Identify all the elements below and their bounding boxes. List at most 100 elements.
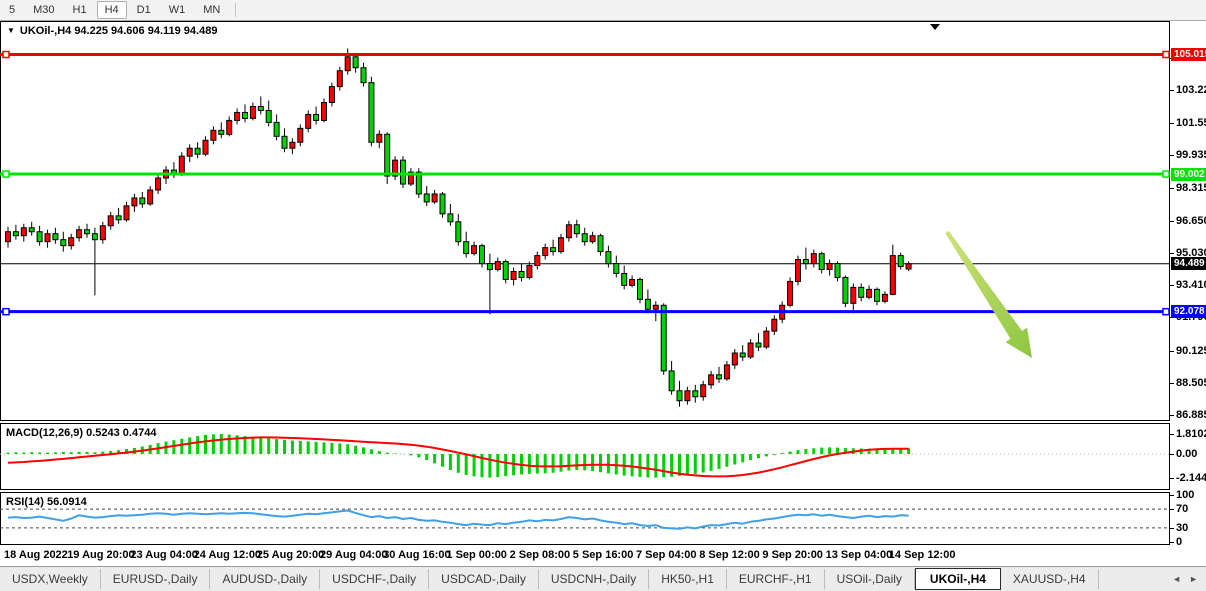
- candle-body: [178, 155, 185, 175]
- time-axis-label: 7 Sep 04:00: [636, 549, 697, 561]
- chart-menu-icon[interactable]: ▼: [7, 26, 15, 35]
- line-handle[interactable]: [1162, 307, 1170, 316]
- line-handle[interactable]: [2, 170, 10, 178]
- price-tick-mark: [1170, 382, 1174, 384]
- symbol-tab-usdxweekly[interactable]: USDX,Weekly: [0, 569, 101, 589]
- candle-body: [558, 237, 564, 253]
- macd-signal-line: [7, 436, 909, 478]
- candle-body: [368, 82, 375, 143]
- timeframe-button-d1[interactable]: D1: [136, 4, 151, 16]
- timeframe-button-mn[interactable]: MN: [203, 4, 221, 16]
- candle-body: [581, 233, 588, 243]
- price-tick-label: 101.555: [1176, 117, 1206, 130]
- line-handle[interactable]: [2, 50, 10, 59]
- candle-body: [771, 318, 778, 332]
- candle-body: [802, 259, 809, 265]
- symbol-tab-usoildaily[interactable]: USOil-,Daily: [825, 569, 915, 589]
- candle-body: [510, 270, 517, 280]
- timeframe-button-m30[interactable]: M30: [33, 4, 55, 16]
- candle-body: [502, 261, 509, 280]
- chart-shift-marker-icon[interactable]: [930, 24, 940, 30]
- candle-body: [439, 193, 446, 215]
- timeframe-button-h1[interactable]: H1: [72, 4, 87, 16]
- candle-body: [716, 374, 722, 380]
- macd-tick-mark: [1170, 477, 1174, 479]
- candle-body: [842, 276, 849, 304]
- candle-body: [321, 102, 327, 121]
- candle-body: [826, 263, 833, 271]
- rsi-panel[interactable]: RSI(14) 56.0914: [0, 492, 1170, 545]
- price-scale[interactable]: [1170, 21, 1206, 545]
- rsi-tick-mark: [1170, 542, 1174, 543]
- price-tick-mark: [1170, 90, 1174, 92]
- candle-body: [565, 224, 572, 239]
- candle-body: [874, 288, 880, 302]
- candle-body: [692, 390, 699, 398]
- price-level-badge: 92.078: [1171, 305, 1206, 319]
- symbol-tab-xauusdh4[interactable]: XAUUSD-,H4: [1001, 569, 1099, 589]
- candle-body: [897, 255, 904, 268]
- candle-body: [194, 147, 201, 155]
- candle-body: [91, 233, 98, 241]
- candle-body: [28, 227, 35, 233]
- macd-tick-mark: [1170, 433, 1174, 435]
- candle-body: [550, 247, 557, 253]
- symbol-tab-audusddaily[interactable]: AUDUSD-,Daily: [210, 569, 321, 589]
- candle-body: [265, 109, 272, 123]
- timeframe-button-5[interactable]: 5: [9, 4, 16, 16]
- candle-body: [297, 127, 304, 143]
- timeframe-button-h4[interactable]: H4: [96, 1, 127, 19]
- candle-body: [131, 197, 138, 207]
- candlestick-chart[interactable]: [0, 21, 1170, 421]
- candle-body: [447, 213, 454, 223]
- price-tick-label: 96.650: [1176, 214, 1206, 227]
- symbol-tab-ukoilh4[interactable]: UKOil-,H4: [914, 568, 1001, 590]
- tab-scroll-right-icon[interactable]: ►: [1189, 574, 1198, 584]
- time-axis-label: 19 Aug 20:00: [67, 549, 135, 561]
- symbol-tab-eurchfh1[interactable]: EURCHF-,H1: [727, 569, 825, 589]
- symbol-tab-eurusddaily[interactable]: EURUSD-,Daily: [101, 569, 211, 589]
- candle-body: [139, 197, 146, 205]
- candle-body: [84, 229, 90, 235]
- macd-panel[interactable]: MACD(12,26,9) 0.5243 0.4744: [0, 423, 1170, 490]
- tab-scroll-left-icon[interactable]: ◄: [1172, 574, 1182, 584]
- line-handle[interactable]: [1162, 50, 1170, 59]
- candle-body: [700, 384, 707, 398]
- price-tick-label: 88.505: [1176, 376, 1206, 389]
- down-trend-arrow[interactable]: [945, 230, 1032, 358]
- symbol-tab-usdchfdaily[interactable]: USDCHF-,Daily: [320, 569, 430, 589]
- rsi-line: [7, 509, 909, 530]
- symbol-tab-hk50h1[interactable]: HK50-,H1: [649, 569, 727, 589]
- candle-body: [281, 135, 288, 149]
- candle-body: [202, 139, 209, 155]
- line-handle[interactable]: [1162, 170, 1170, 178]
- timeframe-button-w1[interactable]: W1: [168, 4, 186, 16]
- candle-body: [400, 159, 406, 185]
- candle-body: [621, 272, 628, 286]
- macd-label: MACD(12,26,9) 0.5243 0.4744: [6, 427, 157, 439]
- symbol-tab-usdcnhdaily[interactable]: USDCNH-,Daily: [539, 569, 650, 589]
- candle-body: [218, 129, 225, 135]
- time-axis[interactable]: 18 Aug 2022 19 Aug 20:00 23 Aug 04:00 24 Au…: [0, 545, 1170, 566]
- candle-body: [486, 263, 493, 271]
- candle-body: [234, 111, 241, 121]
- candle-body: [542, 247, 549, 257]
- candle-body: [257, 105, 264, 111]
- candle-body: [336, 70, 343, 88]
- candle-body: [644, 298, 651, 310]
- chart-title: ▼ UKOil-,H4 94.225 94.606 94.119 94.489: [7, 25, 217, 37]
- line-handle[interactable]: [2, 307, 10, 316]
- price-tick-mark: [1170, 220, 1174, 222]
- candle-body: [676, 390, 683, 402]
- candle-body: [866, 288, 873, 298]
- candle-body: [471, 245, 478, 255]
- candle-body: [423, 193, 430, 203]
- symbol-tab-usdcaddaily[interactable]: USDCAD-,Daily: [429, 569, 539, 589]
- candle-body: [186, 147, 193, 157]
- candle-body: [155, 177, 162, 191]
- candle-body: [834, 263, 841, 278]
- time-axis-label: 5 Sep 16:00: [572, 549, 634, 561]
- candle-body: [881, 293, 888, 302]
- main-chart-panel[interactable]: ▼ UKOil-,H4 94.225 94.606 94.119 94.489: [0, 21, 1170, 421]
- candle-body: [494, 261, 501, 271]
